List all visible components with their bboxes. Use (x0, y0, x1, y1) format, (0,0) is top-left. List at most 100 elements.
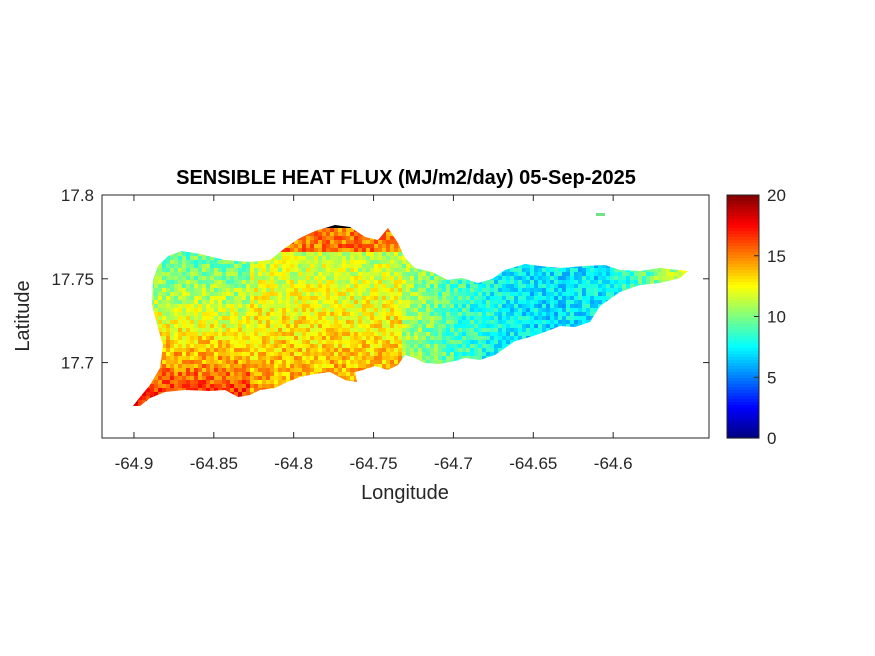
heat-cell (374, 340, 379, 345)
heat-cell (326, 240, 331, 245)
heat-cell (494, 348, 499, 353)
heat-cell (274, 340, 279, 345)
heat-cell (342, 276, 347, 281)
heat-cell (386, 260, 391, 265)
heat-cell (274, 356, 279, 361)
heat-cell (326, 260, 331, 265)
heat-cell (370, 328, 375, 333)
heat-cell (346, 244, 351, 249)
heat-cell (166, 268, 171, 273)
heat-cell (226, 272, 231, 277)
heat-cell (282, 284, 287, 289)
heat-cell (506, 316, 511, 321)
heat-cell (466, 312, 471, 317)
heat-cell (190, 356, 195, 361)
heat-cell (478, 336, 483, 341)
heat-cell (342, 288, 347, 293)
heat-cell (330, 236, 335, 241)
heat-cell (258, 316, 263, 321)
heat-cell (394, 284, 399, 289)
heat-cell (386, 236, 391, 241)
heat-cell (358, 332, 363, 337)
heat-cell (238, 336, 243, 341)
heat-cell (346, 300, 351, 305)
heat-cell (398, 288, 403, 293)
heat-cell (438, 280, 443, 285)
heat-cell (446, 304, 451, 309)
heat-cell (534, 304, 539, 309)
heat-cell (306, 336, 311, 341)
heat-cell (390, 296, 395, 301)
heat-cell (518, 320, 523, 325)
heat-cell (378, 244, 383, 249)
heat-cell (242, 344, 247, 349)
heat-cell (354, 232, 359, 237)
heat-cell (498, 324, 503, 329)
heat-cell (270, 348, 275, 353)
heat-cell (602, 272, 607, 277)
heat-cell (262, 264, 267, 269)
heat-cell (574, 288, 579, 293)
heat-cell (286, 276, 291, 281)
heat-cell (214, 256, 219, 261)
heat-cell (518, 288, 523, 293)
heat-cell (370, 264, 375, 269)
heat-cell (482, 328, 487, 333)
heat-cell (510, 332, 515, 337)
heat-cell (302, 352, 307, 357)
heat-cell (334, 356, 339, 361)
heat-cell (522, 288, 527, 293)
heat-cell (302, 348, 307, 353)
heat-cell (514, 272, 519, 277)
heat-cell (342, 256, 347, 261)
heat-cell (430, 296, 435, 301)
heat-cell (630, 276, 635, 281)
heat-cell (358, 320, 363, 325)
heat-cell (354, 324, 359, 329)
heat-cell (586, 276, 591, 281)
heat-cell (438, 304, 443, 309)
heat-cell (498, 332, 503, 337)
heat-cell (302, 264, 307, 269)
heat-cell (234, 276, 239, 281)
heat-cell (386, 332, 391, 337)
heat-cell (458, 296, 463, 301)
heat-cell (170, 280, 175, 285)
heat-cell (294, 260, 299, 265)
heat-cell (290, 252, 295, 257)
heat-cell (406, 268, 411, 273)
heat-cell (466, 340, 471, 345)
heat-cell (270, 296, 275, 301)
heat-cell (370, 360, 375, 365)
heat-cell (334, 272, 339, 277)
heat-cell (186, 300, 191, 305)
heat-cell (422, 312, 427, 317)
heat-cell (402, 288, 407, 293)
heat-cell (178, 304, 183, 309)
heat-cell (446, 296, 451, 301)
heat-cell (442, 344, 447, 349)
heat-cell (378, 332, 383, 337)
heat-cell (182, 320, 187, 325)
heat-cell (470, 344, 475, 349)
heat-cell (230, 340, 235, 345)
heat-cell (330, 228, 335, 233)
heat-cell (286, 360, 291, 365)
heat-cell (362, 312, 367, 317)
heat-cell (346, 252, 351, 257)
heat-cell (386, 252, 391, 257)
heat-cell (350, 320, 355, 325)
heat-cell (566, 288, 571, 293)
heat-cell (650, 272, 655, 277)
heat-cell (614, 280, 619, 285)
heat-cell (294, 264, 299, 269)
heat-cell (522, 264, 527, 269)
heat-cell (294, 280, 299, 285)
heat-cell (246, 268, 251, 273)
heat-cell (382, 252, 387, 257)
heat-cell (218, 348, 223, 353)
heat-cell (450, 288, 455, 293)
heat-cell (338, 348, 343, 353)
heat-cell (362, 356, 367, 361)
heat-cell (322, 320, 327, 325)
